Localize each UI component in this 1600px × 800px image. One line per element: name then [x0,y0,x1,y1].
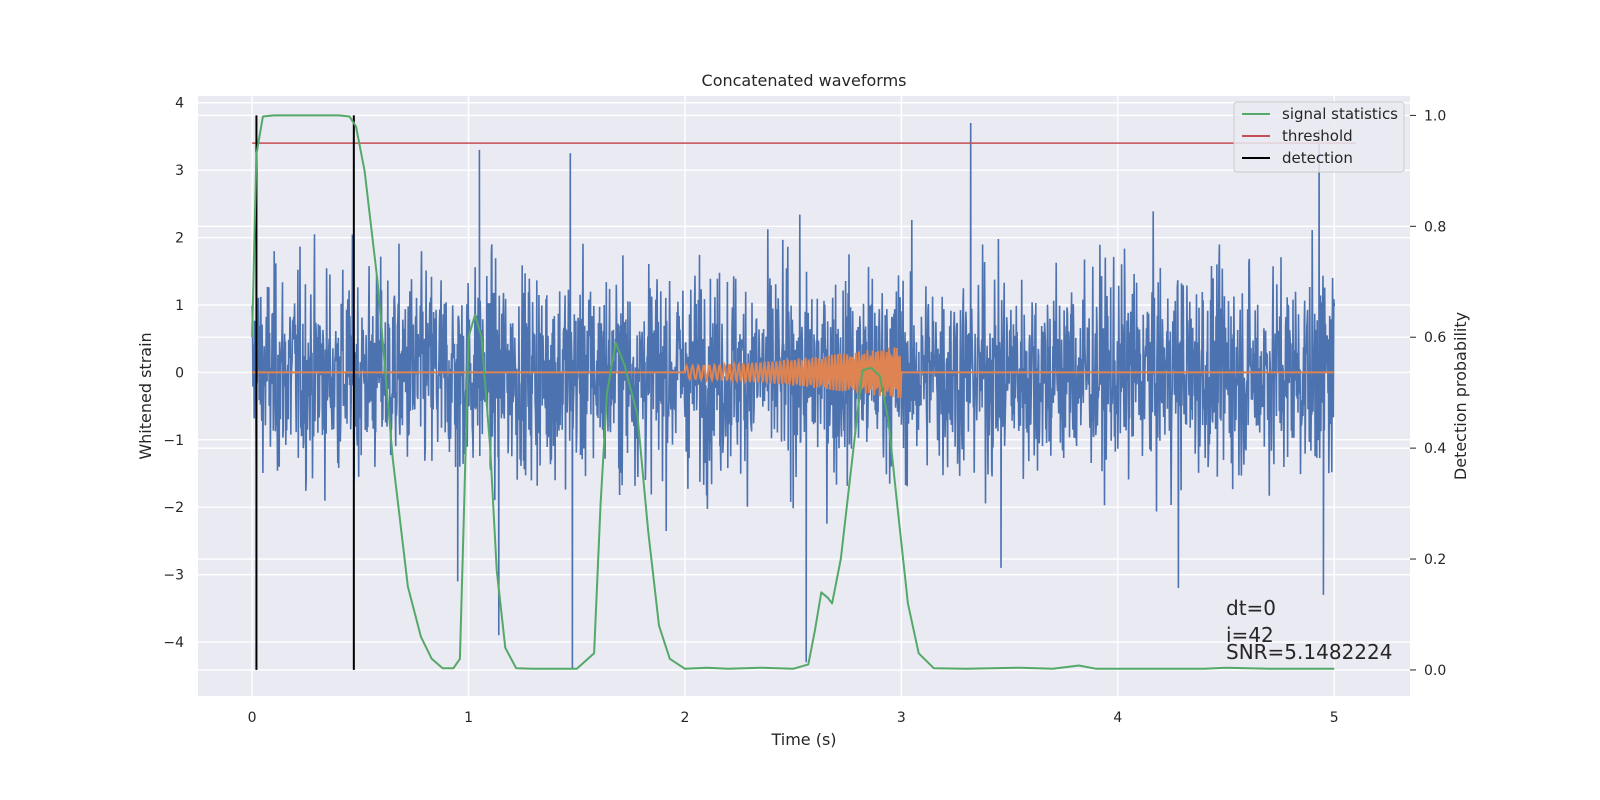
x-tick-label: 1 [464,710,473,726]
signal-statistics-line [251,114,1335,670]
y2-tick-label: 0.8 [1424,219,1446,235]
y-tick-label: 3 [175,163,184,179]
y-tick-label: −3 [163,568,184,584]
y-axis-label: Whitened strain [136,332,155,459]
x-tick-label: 5 [1330,710,1339,726]
legend-label-threshold: threshold [1282,127,1353,145]
y-axis-ticks: 4 3 2 1 0 −1 −2 −3 −4 [163,96,184,651]
legend-label-signal-statistics: signal statistics [1282,105,1398,123]
annotation-snr: SNR=5.1482224 [1226,640,1392,664]
x-tick-label: 0 [248,710,257,726]
x-axis-ticks: 0 1 2 3 4 5 [248,710,1339,726]
y2-axis-ticks: 1.0 0.8 0.6 0.4 0.2 0.0 [1410,108,1446,679]
legend: signal statistics threshold detection [1233,101,1405,173]
y2-tick-label: 0.0 [1424,663,1446,679]
y-tick-label: −2 [163,500,184,516]
annotation-dt: dt=0 [1226,596,1276,620]
y2-tick-label: 1.0 [1424,108,1446,124]
y2-tick-label: 0.2 [1424,552,1446,568]
legend-label-detection: detection [1282,149,1353,167]
y2-axis-label: Detection probability [1451,312,1470,480]
overlay-series [251,114,1356,670]
injection-series [252,347,1335,399]
x-tick-label: 4 [1113,710,1122,726]
x-tick-label: 2 [681,710,690,726]
x-axis-label: Time (s) [770,730,836,749]
injection-line [252,347,1335,399]
y-tick-label: 4 [175,96,184,112]
legend-box [1233,101,1405,173]
strain-series [251,122,1336,670]
y-tick-label: 0 [175,365,184,381]
x-tick-label: 3 [897,710,906,726]
y-tick-label: −1 [163,433,184,449]
y2-tick-label: 0.4 [1424,441,1446,457]
chart-title: Concatenated waveforms [702,71,907,90]
y-tick-label: 1 [175,298,184,314]
strain-line [251,122,1336,670]
y2-tick-label: 0.6 [1424,330,1446,346]
annotation-i: i=42 [1226,623,1274,647]
y-tick-label: 2 [175,231,184,247]
y-tick-label: −4 [163,635,184,651]
